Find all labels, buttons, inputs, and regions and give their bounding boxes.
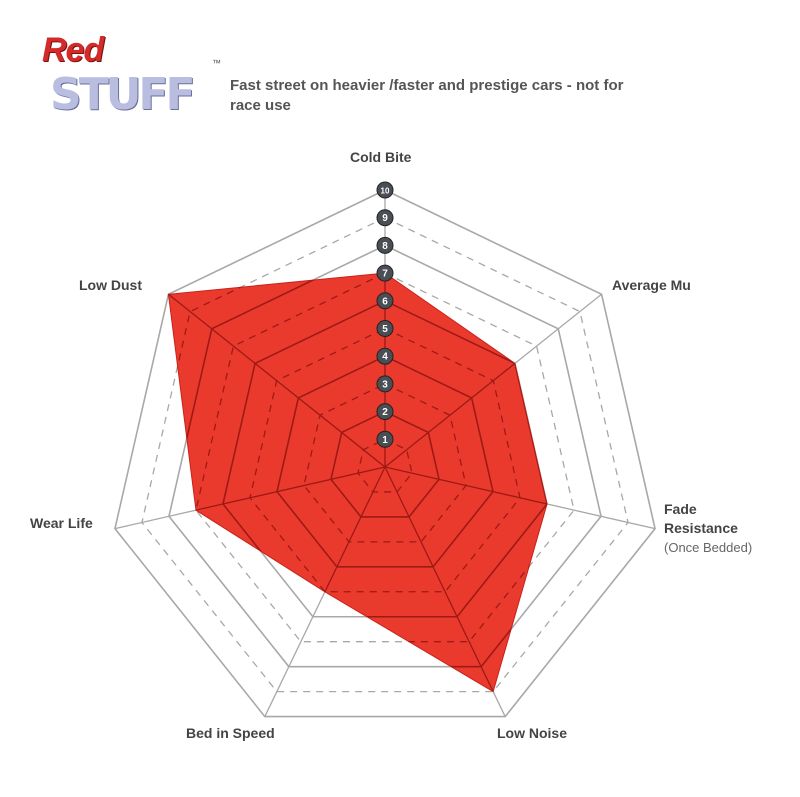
tick-badge-9 [376, 209, 394, 227]
tick-label-5: 5 [382, 324, 388, 335]
tick-badge-3 [376, 375, 394, 393]
grid-inner-spoke-6 [168, 293, 386, 468]
axis-label-average-mu: Average Mu [612, 277, 691, 293]
grid-inner-ring-4 [276, 355, 494, 568]
tick-label-7: 7 [382, 269, 388, 280]
grid-inner-spoke-5 [168, 466, 386, 530]
chart-subtitle: Fast street on heavier /faster and prest… [230, 77, 624, 114]
tick-label-4: 4 [382, 352, 388, 363]
tick-label-1: 1 [382, 435, 388, 446]
tick-label-8: 8 [382, 241, 388, 252]
axis-label-cold-bite: Cold Bite [350, 149, 412, 165]
tick-badge-4 [376, 347, 394, 365]
grid-inner-spoke-2 [384, 466, 548, 530]
grid-inner-ring-1 [357, 438, 413, 493]
tick-badge-5 [376, 320, 394, 337]
tick-label-3: 3 [382, 379, 388, 390]
tick-badge-7 [376, 264, 394, 282]
grid-inner-ring-3 [303, 383, 467, 543]
logo-word-red: Red [42, 31, 104, 69]
tick-label-2: 2 [382, 407, 388, 418]
grid-inner-spoke-3 [384, 466, 506, 692]
logo-word-stuff: STUFF [50, 69, 196, 120]
tick-badge-8 [376, 236, 394, 254]
axis-label-fade-resistance: Fade Resistance (Once Bedded) [664, 500, 754, 557]
axis-label-low-dust: Low Dust [79, 277, 142, 293]
tick-badge-6 [376, 292, 394, 310]
logo-trademark: ™ [212, 58, 221, 68]
axis-label-wear-life: Wear Life [30, 515, 93, 531]
axis-label-fade-text: Fade Resistance [664, 501, 738, 536]
grid-inner-ring-2 [330, 410, 440, 518]
tick-badge-2 [376, 403, 394, 421]
grid-ring-10 [114, 189, 656, 718]
grid-inner-spoke-1 [384, 293, 548, 468]
tick-label-6: 6 [382, 296, 388, 307]
tick-badge-10 [376, 181, 394, 199]
tick-label-9: 9 [382, 213, 388, 224]
axis-label-low-noise: Low Noise [497, 725, 568, 741]
grid-inner-ring-5 [249, 327, 521, 593]
axis-note-once-bedded: (Once Bedded) [664, 540, 753, 555]
tick-badge-1 [376, 430, 394, 448]
grid-inner-ring-6 [222, 299, 548, 618]
tick-label-10: 10 [381, 187, 390, 196]
axis-label-bed-in-speed: Bed in Speed [186, 725, 275, 741]
grid-inner-ring-9 [168, 273, 548, 692]
